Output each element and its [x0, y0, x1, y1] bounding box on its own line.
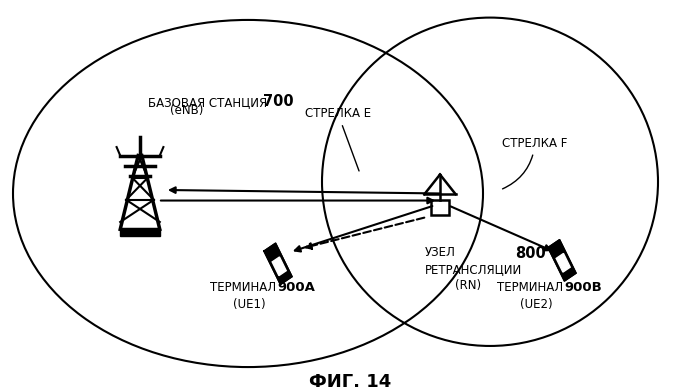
Text: 800: 800	[515, 246, 546, 261]
Text: ТЕРМИНАЛ: ТЕРМИНАЛ	[497, 281, 563, 295]
Text: (UE1): (UE1)	[233, 298, 265, 311]
Text: (UE2): (UE2)	[520, 298, 552, 311]
Text: (eNB): (eNB)	[170, 104, 204, 117]
Text: СТРЕЛКА Е: СТРЕЛКА Е	[305, 107, 371, 171]
Polygon shape	[548, 240, 576, 281]
Text: ТЕРМИНАЛ: ТЕРМИНАЛ	[210, 281, 276, 295]
Text: УЗЕЛ: УЗЕЛ	[425, 246, 456, 259]
Text: (RN): (RN)	[455, 279, 481, 292]
Bar	[431, 200, 449, 215]
Text: 700: 700	[263, 94, 293, 109]
Text: 900B: 900B	[564, 281, 602, 295]
Polygon shape	[120, 229, 160, 236]
Text: ФИГ. 14: ФИГ. 14	[309, 373, 391, 387]
Text: РЕТРАНСЛЯЦИИ: РЕТРАНСЛЯЦИИ	[425, 263, 522, 276]
Text: 900A: 900A	[277, 281, 315, 295]
Polygon shape	[264, 243, 292, 284]
Text: БАЗОВАЯ СТАНЦИЯ: БАЗОВАЯ СТАНЦИЯ	[148, 96, 267, 109]
Polygon shape	[556, 253, 570, 272]
Text: СТРЕЛКА F: СТРЕЛКА F	[503, 137, 568, 189]
Polygon shape	[272, 257, 286, 276]
